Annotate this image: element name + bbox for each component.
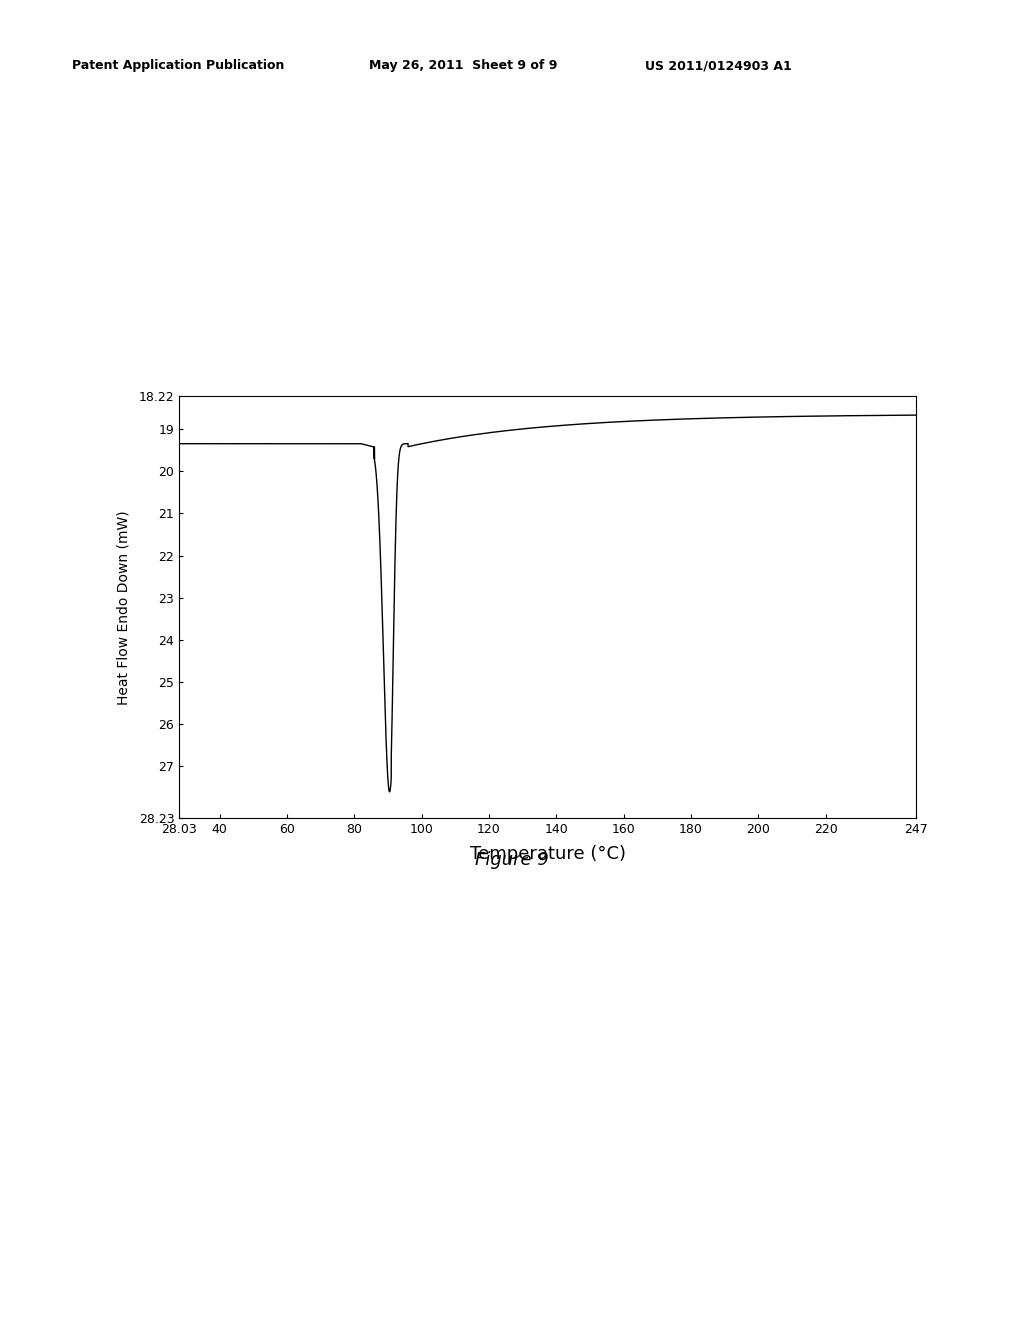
- Y-axis label: Heat Flow Endo Down (mW): Heat Flow Endo Down (mW): [117, 510, 130, 705]
- Text: US 2011/0124903 A1: US 2011/0124903 A1: [645, 59, 792, 73]
- Text: Patent Application Publication: Patent Application Publication: [72, 59, 284, 73]
- X-axis label: Temperature (°C): Temperature (°C): [470, 845, 626, 862]
- Text: May 26, 2011  Sheet 9 of 9: May 26, 2011 Sheet 9 of 9: [369, 59, 557, 73]
- Text: Figure 9: Figure 9: [475, 851, 549, 870]
